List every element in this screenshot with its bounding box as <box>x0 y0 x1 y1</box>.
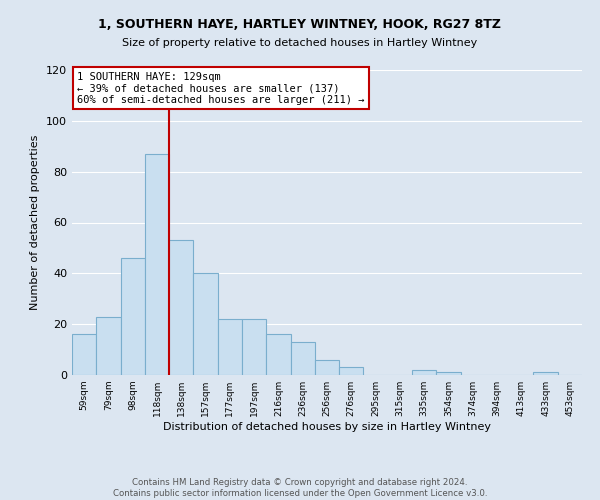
Bar <box>412 370 436 375</box>
Text: 1 SOUTHERN HAYE: 129sqm
← 39% of detached houses are smaller (137)
60% of semi-d: 1 SOUTHERN HAYE: 129sqm ← 39% of detache… <box>77 72 365 104</box>
Text: Contains HM Land Registry data © Crown copyright and database right 2024.
Contai: Contains HM Land Registry data © Crown c… <box>113 478 487 498</box>
Text: Size of property relative to detached houses in Hartley Wintney: Size of property relative to detached ho… <box>122 38 478 48</box>
Bar <box>290 342 315 375</box>
Bar <box>242 319 266 375</box>
Bar <box>72 334 96 375</box>
Bar <box>266 334 290 375</box>
Bar <box>339 368 364 375</box>
Bar <box>96 316 121 375</box>
Bar <box>169 240 193 375</box>
Bar <box>218 319 242 375</box>
X-axis label: Distribution of detached houses by size in Hartley Wintney: Distribution of detached houses by size … <box>163 422 491 432</box>
Bar <box>315 360 339 375</box>
Bar <box>193 274 218 375</box>
Bar <box>436 372 461 375</box>
Bar <box>533 372 558 375</box>
Bar <box>145 154 169 375</box>
Y-axis label: Number of detached properties: Number of detached properties <box>31 135 40 310</box>
Bar <box>121 258 145 375</box>
Text: 1, SOUTHERN HAYE, HARTLEY WINTNEY, HOOK, RG27 8TZ: 1, SOUTHERN HAYE, HARTLEY WINTNEY, HOOK,… <box>98 18 502 30</box>
